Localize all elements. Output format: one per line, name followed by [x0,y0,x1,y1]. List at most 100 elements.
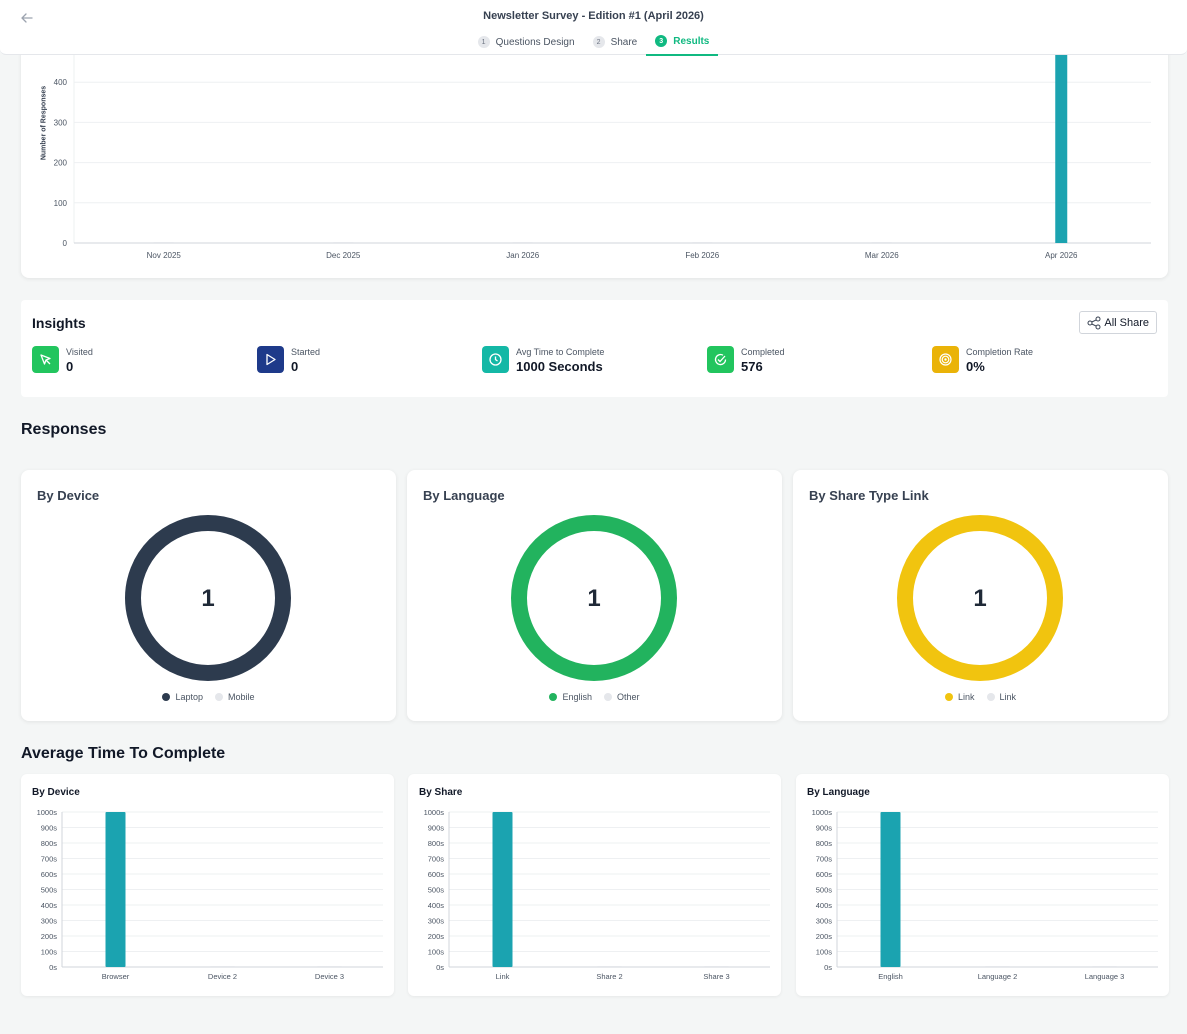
bar [492,812,513,967]
y-tick-label: 300s [816,917,833,926]
y-tick-label: 300 [54,118,68,127]
tab-results[interactable]: 3 Results [646,33,719,56]
metric-label: Started [291,347,321,357]
x-tick-label: Link [496,972,510,981]
metric-label: Completion Rate [966,347,1034,357]
y-tick-label: 1000s [37,808,58,817]
legend-item[interactable]: Link [944,692,975,702]
y-tick-label: 200s [41,932,58,941]
x-tick-label: Share 2 [596,972,622,981]
card-title: By Language [807,787,870,798]
cursor-icon [32,346,59,373]
all-share-button[interactable]: All Share [1079,311,1157,334]
x-tick-label: Device 2 [208,972,237,981]
legend-item[interactable]: English [549,692,592,702]
y-tick-label: 600s [41,870,58,879]
y-tick-label: 400s [816,901,833,910]
y-tick-label: 1000s [812,808,833,817]
bar [153,242,174,243]
x-tick-label: Language 3 [1085,972,1125,981]
card-title: By Device [32,787,80,798]
x-tick-label: Mar 2026 [865,251,899,260]
bar [880,812,901,967]
x-tick-label: English [878,972,903,981]
legend-label: Other [617,692,640,702]
y-tick-label: 200s [816,932,833,941]
legend-label: Laptop [175,692,203,702]
donut-center-value: 1 [201,585,214,612]
bar [985,966,1010,967]
legend-item[interactable]: Other [604,692,640,702]
bar [871,242,892,243]
y-tick-label: 1000s [424,808,445,817]
step-number: 3 [655,35,668,47]
chart-legend: Link Link [793,692,1168,702]
y-tick-label: 500s [816,886,833,895]
avg-time-by-share-card: By Share 0s 100s 200s 300s 400s 500s 600s 700s 8… [408,774,781,996]
tab-label: Share [610,36,638,48]
bar [210,966,235,967]
bar [597,966,622,967]
metric-value: 0% [966,359,985,374]
x-tick-label: Dec 2025 [326,251,361,260]
check-circle-icon [707,346,734,373]
card-title: By Share Type Link [809,488,929,503]
bar [1092,966,1117,967]
tab-questions-design[interactable]: 1 Questions Design [469,33,584,56]
card-title: By Device [37,488,100,503]
y-tick-label: 100s [816,948,833,957]
insights-title: Insights [32,315,86,331]
x-tick-label: Jan 2026 [506,251,539,260]
y-tick-label: 100s [428,948,445,957]
step-number: 1 [477,36,490,48]
y-tick-label: 0s [824,963,832,972]
tab-label: Results [673,35,710,47]
metric-avg-time: Avg Time to Complete 1000 Seconds [482,346,604,374]
x-tick-label: Share 3 [703,972,729,981]
responses-over-time-chart: 0 100 200 300 400 Nov 2025 Dec 2025 Jan 2026 Feb… [54,30,1151,260]
by-device-donut: 1 [125,515,291,681]
chart-legend: English Other [407,692,782,702]
target-icon [932,346,959,373]
y-tick-label: 500s [41,886,58,895]
back-arrow-icon[interactable] [18,9,36,27]
page-title: Newsletter Survey - Edition #1 (April 20… [483,10,704,22]
y-tick-label: 600s [428,870,445,879]
donut-center-value: 1 [973,585,986,612]
y-tick-label: 200 [54,159,68,168]
tab-share[interactable]: 2 Share [584,33,647,56]
legend-label: Mobile [228,692,255,702]
y-tick-label: 400s [428,901,445,910]
y-tick-label: 0 [63,239,68,248]
by-share-type-donut: 1 [897,515,1063,681]
card-title: By Language [423,488,505,503]
legend-item[interactable]: Laptop [162,692,203,702]
share-icon [1087,316,1101,329]
x-tick-label: Browser [102,972,130,981]
avg-time-by-share-chart: 0s 100s 200s 300s 400s 500s 600s 700s 800s 900s 10… [424,808,770,981]
legend-label: English [562,692,592,702]
y-tick-label: 800s [41,839,58,848]
responses-over-time-card: 0 100 200 300 400 Nov 2025 Dec 2025 Jan 2026 Feb… [21,30,1168,278]
metric-completion-rate: Completion Rate 0% [932,346,1033,374]
y-tick-label: 200s [428,932,445,941]
avg-time-title: Average Time To Complete [21,745,226,762]
donut-slice [125,515,291,681]
x-tick-label: Nov 2025 [147,251,182,260]
bar [317,966,342,967]
legend-item[interactable]: Link [986,692,1016,702]
metric-completed: Completed 576 [707,346,785,374]
metric-value: 0 [66,359,74,374]
y-tick-label: 700s [428,855,445,864]
y-tick-label: 100 [54,199,68,208]
chart-legend: Laptop Mobile [21,692,396,702]
page-header: Newsletter Survey - Edition #1 (April 20… [0,0,1187,56]
bar [105,812,126,967]
metric-started: Started 0 [257,346,320,374]
step-number: 2 [592,36,605,48]
avg-time-by-device-chart: 0s 100s 200s 300s 400s 500s 600s 700s 800s 900s 10… [37,808,383,981]
avg-time-by-device-card: By Device 0s 100s 200s 300s 400s 500s 600s 700s… [21,774,394,996]
legend-item[interactable]: Mobile [215,692,255,702]
y-tick-label: 0s [49,963,57,972]
avg-time-by-language-chart: 0s 100s 200s 300s 400s 500s 600s 700s 800s 900s 10… [812,808,1158,981]
